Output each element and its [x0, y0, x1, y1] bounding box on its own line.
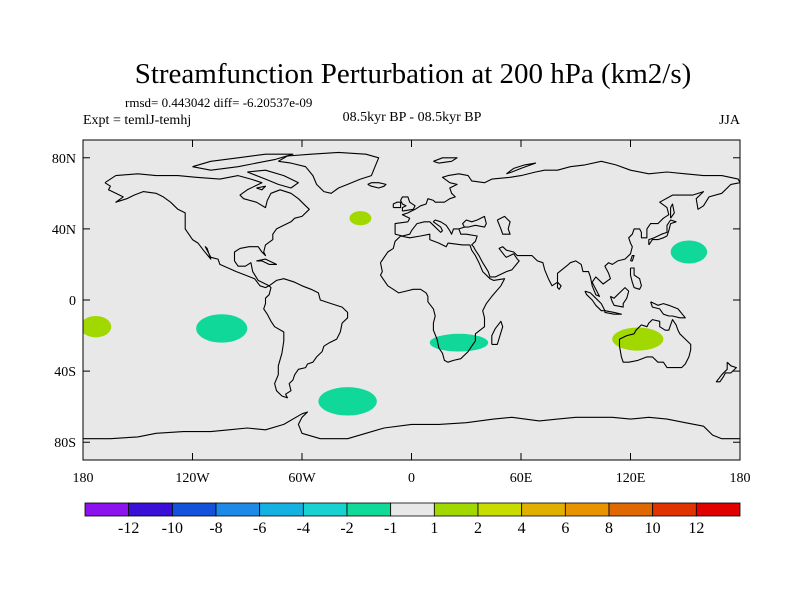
chart-title: Streamfunction Perturbation at 200 hPa (…	[135, 58, 692, 90]
coastline-eurasia	[394, 160, 740, 297]
colorbar-label: 8	[605, 520, 613, 537]
anomaly-northwest-pacific	[670, 240, 708, 264]
anomaly-layer	[83, 211, 708, 416]
experiment-label: Expt = temlJ-temhj	[83, 113, 191, 128]
colorbar-label: -4	[297, 520, 310, 537]
coastline-layer	[83, 151, 740, 440]
coastline-ireland	[392, 201, 402, 209]
colorbar-label: -8	[209, 520, 222, 537]
x-tick-label: 120W	[175, 471, 210, 486]
colorbar-label: -12	[118, 520, 139, 537]
y-tick-labels: 80N 40N 0 40S 80S	[52, 152, 76, 451]
coastline-madagascar	[491, 320, 504, 345]
colorbar-label: 1	[430, 520, 438, 537]
coastline-svalbard	[433, 157, 458, 164]
x-tick-label: 60E	[510, 471, 533, 486]
colorbar-box	[652, 502, 697, 517]
x-tick-label: 0	[408, 471, 415, 486]
x-tick-label: 180	[730, 471, 751, 486]
map-panel: 180 120W 60W 0 60E 120E 180 80N 40N 0 40S 80S	[52, 139, 751, 486]
colorbar-box	[564, 502, 610, 517]
coastline-sri-lanka	[556, 281, 562, 290]
coastline-taiwan	[629, 255, 635, 262]
coastline-iceland	[367, 182, 387, 189]
coastline-africa	[379, 233, 506, 363]
colorbar-box	[302, 502, 348, 517]
coastline-arctic-islands	[192, 153, 294, 171]
colorbar-box	[433, 502, 479, 517]
x-tick-label: 120E	[616, 471, 646, 486]
colorbar-label: -2	[340, 520, 353, 537]
anomaly-north-atlantic	[349, 211, 372, 226]
x-tick-label: 180	[73, 471, 94, 486]
colorbar-box	[608, 502, 654, 517]
colorbar-box	[171, 502, 217, 517]
season-label: JJA	[719, 113, 741, 128]
coastline-sumatra	[584, 290, 606, 312]
stats-label: rmsd= 0.443042 diff= -6.20537e-09	[125, 95, 312, 110]
x-tick-label: 60W	[288, 471, 316, 486]
coastline-novaya-zemlya	[506, 162, 537, 175]
anomaly-australia	[612, 327, 664, 351]
colorbar-label: -1	[384, 520, 397, 537]
coastline-caspian-sea	[496, 215, 511, 235]
y-tick-label: 80S	[54, 436, 76, 451]
colorbar-boxes	[84, 502, 741, 517]
coastline-japan	[648, 219, 677, 246]
coastline-new-zealand	[715, 361, 737, 383]
coastline-philippines	[629, 267, 642, 290]
colorbar-label: 6	[561, 520, 569, 537]
colorbar-box	[477, 502, 523, 517]
period-label: 08.5kyr BP - 08.5kyr BP	[343, 110, 482, 125]
coastline-australia	[618, 319, 692, 369]
anomaly-south-pacific-east	[196, 314, 248, 343]
coastline-britain	[400, 196, 416, 212]
colorbar-box	[695, 502, 741, 517]
colorbar-label: 10	[645, 520, 661, 537]
colorbar-label: 12	[688, 520, 704, 537]
coastline-sakhalin	[670, 203, 675, 219]
colorbar-label: 4	[518, 520, 526, 537]
anomaly-south-pacific-west	[83, 316, 112, 338]
coastline-cuba	[256, 258, 278, 265]
anomaly-south-atlantic	[318, 387, 377, 416]
anomaly-southern-africa	[429, 333, 489, 352]
y-tick-label: 80N	[52, 152, 76, 167]
colorbar-box	[84, 502, 130, 517]
colorbar-label: -6	[253, 520, 266, 537]
y-tick-label: 40N	[52, 223, 76, 238]
colorbar-label: -10	[162, 520, 183, 537]
y-tick-label: 40S	[54, 365, 76, 380]
coastline-south-america	[263, 278, 349, 399]
coastline-greenland	[278, 151, 380, 194]
y-tick-label: 0	[69, 294, 76, 309]
coastline-antarctica	[83, 411, 740, 440]
coastline-hudson-bay-islands	[256, 185, 267, 191]
axis-ticks	[82, 140, 741, 460]
colorbar-box	[521, 502, 566, 517]
colorbar-box	[128, 502, 173, 517]
coastline-new-guinea	[650, 301, 686, 319]
colorbar-labels: -12 -10 -8 -6 -4 -2 -1 1 2 4 6 8 10 12	[118, 520, 704, 537]
colorbar-box	[259, 502, 304, 517]
coastline-north-america	[104, 173, 310, 289]
colorbar-box	[346, 502, 392, 517]
coastline-baffin-island	[247, 169, 299, 189]
colorbar-box	[390, 502, 435, 517]
map-background	[83, 140, 740, 460]
colorbar-label: 2	[474, 520, 482, 537]
x-tick-labels: 180 120W 60W 0 60E 120E 180	[73, 471, 751, 486]
coastline-borneo	[609, 287, 630, 308]
colorbar-box	[215, 502, 261, 517]
coastline-java	[604, 310, 622, 315]
colorbar: -12 -10 -8 -6 -4 -2 -1 1 2 4 6 8 10 12	[84, 502, 741, 537]
